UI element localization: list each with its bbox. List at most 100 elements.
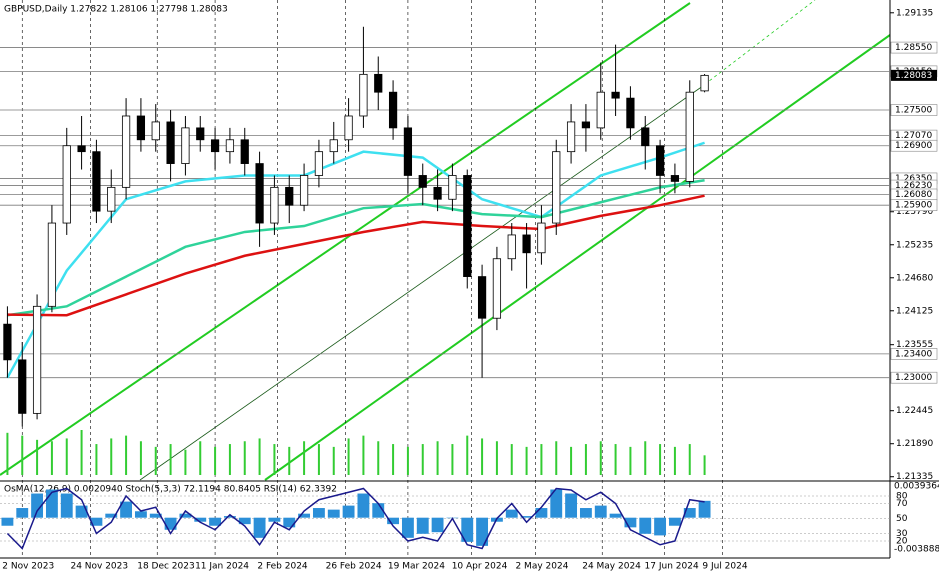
level-label: 1.26900 [895,141,932,151]
osma-tick-label: -0.0038884 [894,545,939,555]
osma-bar [416,517,429,534]
candle-body [285,186,294,206]
candle-body [151,121,160,141]
volume-bar [258,438,261,475]
volume-bar [65,438,68,475]
level-label-box [890,104,938,116]
candle-body [596,91,605,129]
volume-bar [214,446,217,475]
volume-bar [451,444,454,475]
x-tick-label: 26 Feb 2024 [326,562,382,572]
level-label-box [890,41,938,54]
trend-line [139,87,701,481]
volume-bar [95,444,98,475]
candle-body [641,127,650,147]
osma-bar [579,508,592,518]
volume-bar [688,444,691,475]
osma-bar [31,493,44,518]
level-label: 1.26230 [895,181,932,191]
last-price-label: 1.28083 [895,71,932,81]
chart-title: GBPUSD,Daily 1.27822 1.28106 1.27798 1.2… [4,5,228,15]
osma-bar [194,517,207,522]
osma-bar [149,513,162,518]
volume-bar [703,455,706,475]
candle-body [492,258,502,319]
x-tick-label: 17 Jun 2024 [645,562,699,572]
candle-body [626,97,635,129]
x-tick-label: 11 Jan 2024 [195,562,249,572]
candle-body [433,186,442,200]
volume-bar [154,446,157,475]
osma-bar [1,517,14,526]
volume-bar [80,430,83,475]
osma-bar [594,505,607,518]
volume-bar [570,446,573,475]
volume-bar [347,438,350,475]
candle-body [581,121,591,129]
moving-average [7,194,705,317]
osma-bar [209,517,222,526]
level-label: 1.27500 [895,106,932,116]
candle-body [418,175,427,188]
level-label-box [890,199,938,212]
volume-bar [36,439,39,475]
osma-bar [698,500,711,518]
indicator-tick-label: 80 [896,492,908,502]
candle-body [210,139,220,153]
volume-bar [614,444,617,475]
osma-bar [550,489,563,518]
x-tick-label: 2 Nov 2023 [2,562,54,572]
osma-bar [164,517,177,530]
volume-bar [228,444,231,475]
x-tick-label: 19 Mar 2024 [388,562,445,572]
volume-bar [436,441,439,475]
candle-body [92,151,101,212]
volume-bar [332,446,335,475]
level-label-box [890,348,938,360]
osma-bar [387,517,400,525]
volume-bar [21,435,24,475]
osma-bar [357,493,370,518]
osma-bar [639,517,652,534]
candle-body [700,74,709,92]
candle-body [685,91,694,182]
osma-bar [268,517,281,522]
candle-body [62,145,71,224]
osma-tick-label: 0.0039364 [894,482,939,492]
candle-body [552,151,561,224]
volume-bar [673,446,676,475]
volume-bar [362,435,365,475]
volume-bar [406,446,409,475]
level-label: 1.26080 [895,190,932,200]
volume-bar [243,441,246,475]
volume-bar [392,444,395,475]
osma-bar [520,516,533,518]
candle-body [136,115,146,141]
indicator-tick-label: 20 [896,537,908,547]
level-label: 1.23400 [895,349,932,359]
level-label: 1.26350 [895,174,932,184]
candle-body [166,121,175,164]
osma-bar [565,493,578,518]
indicator-title: OsMA(12,26,9) 0.0020940 Stoch(5,3,3) 72.… [4,485,337,495]
osma-bar [60,493,73,518]
candle-body [537,222,546,254]
osma-bar [461,517,474,542]
osma-bar [16,508,29,518]
stoch-line [6,487,705,550]
osma-bar [312,508,325,518]
osma-bar [431,517,444,533]
level-label-box [890,139,938,152]
volume-bar [421,444,424,475]
osma-bar [90,517,103,526]
x-tick-label: 9 Jul 2024 [702,562,747,572]
x-tick-label: 10 Apr 2024 [452,562,508,572]
candle-body [388,91,398,129]
osma-bar [372,503,385,518]
y-tick-label: 1.22445 [896,406,933,416]
level-label: 1.28550 [895,43,932,53]
volume-bar [495,441,498,475]
candle-body [477,276,487,319]
